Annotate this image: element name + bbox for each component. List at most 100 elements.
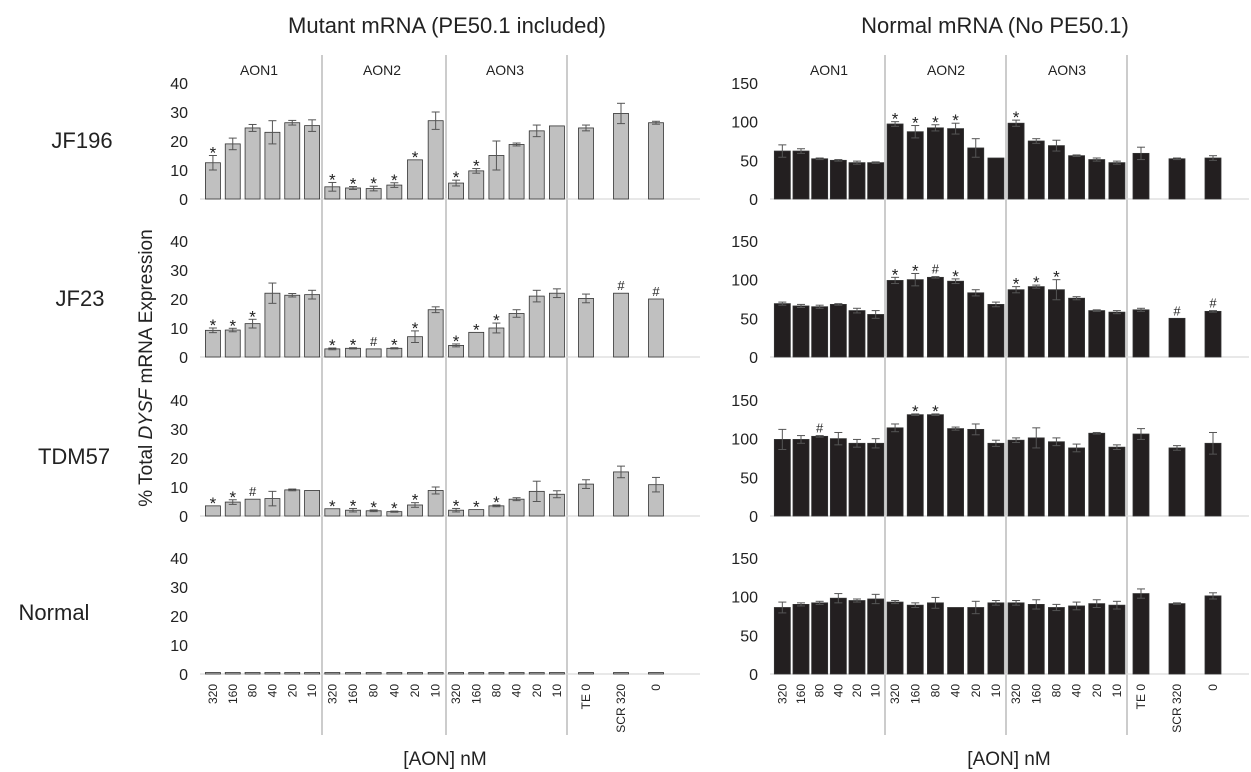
significance-hash: # xyxy=(1209,296,1217,311)
normal-bar xyxy=(829,159,847,200)
significance-asterisk: * xyxy=(391,171,398,190)
normal-row-jf196: 0 50 100 150 * * * * * xyxy=(731,76,1249,209)
normal-group-label: AON3 xyxy=(1048,62,1086,78)
row-label-normal: Normal xyxy=(19,600,90,625)
mutant-bar xyxy=(578,672,594,675)
normal-x-tick-label: 40 xyxy=(949,684,963,698)
normal-x-tick-label: 20 xyxy=(1090,684,1104,698)
normal-bar xyxy=(1204,157,1222,200)
mutant-bar xyxy=(244,498,261,517)
mutant-bar xyxy=(468,331,485,358)
mutant-y-tick-label: 40 xyxy=(170,234,188,251)
normal-control-tick-label: TE 0 xyxy=(1134,684,1148,710)
normal-control-tick-label: SCR 320 xyxy=(1170,684,1184,733)
mutant-bar xyxy=(613,113,629,200)
normal-bar xyxy=(1048,441,1065,517)
significance-asterisk: * xyxy=(952,111,959,130)
normal-group-label: AON2 xyxy=(927,62,965,78)
mutant-y-tick-label: 30 xyxy=(170,422,188,439)
mutant-bar xyxy=(648,122,664,200)
normal-y-tick-label: 50 xyxy=(740,311,758,328)
significance-asterisk: * xyxy=(892,265,899,284)
mutant-bar xyxy=(407,159,423,200)
normal-bar xyxy=(987,157,1005,200)
mutant-bar xyxy=(407,672,423,675)
normal-x-tick-label: 80 xyxy=(813,684,827,698)
normal-y-tick-label: 150 xyxy=(731,76,758,93)
mutant-bar xyxy=(528,672,545,675)
mutant-bar xyxy=(304,294,320,358)
mutant-row-tdm57: 0 10 20 30 40 * * # * * * * * * * * xyxy=(170,393,700,526)
normal-bar xyxy=(1108,311,1126,358)
mutant-x-tick-label: 20 xyxy=(530,684,544,698)
normal-bar xyxy=(1108,604,1126,675)
normal-y-tick-label: 150 xyxy=(731,393,758,410)
normal-bar xyxy=(947,607,964,675)
normal-bar xyxy=(967,428,985,517)
mutant-bar xyxy=(508,498,525,517)
normal-bar xyxy=(829,597,847,675)
significance-asterisk: * xyxy=(412,491,419,510)
y-axis-title-prefix: % Total xyxy=(136,439,157,506)
significance-asterisk: * xyxy=(210,494,217,513)
y-axis-title-italic: DYSF xyxy=(136,387,157,439)
mutant-x-tick-label: 10 xyxy=(305,684,319,698)
normal-bar xyxy=(927,602,944,675)
mutant-bar xyxy=(578,298,594,358)
mutant-y-tick-label: 30 xyxy=(170,263,188,280)
normal-x-tick-label: 40 xyxy=(831,684,845,698)
normal-y-tick-label: 0 xyxy=(749,192,758,209)
normal-y-tick-label: 150 xyxy=(731,551,758,568)
mutant-row-normal: 0 10 20 30 40 xyxy=(170,551,700,684)
significance-asterisk: * xyxy=(350,175,357,194)
mutant-x-tick-label: 80 xyxy=(489,684,503,698)
normal-bar xyxy=(1088,310,1106,358)
normal-bar xyxy=(1027,140,1045,200)
normal-bar xyxy=(1027,437,1045,517)
mutant-y-tick-label: 0 xyxy=(179,350,188,367)
mutant-y-tick-label: 10 xyxy=(170,480,188,497)
normal-bar xyxy=(848,162,866,200)
normal-control-tick-label: 0 xyxy=(1206,684,1220,691)
mutant-y-tick-label: 40 xyxy=(170,393,188,410)
mutant-bar xyxy=(224,143,241,200)
normal-row-normal: 0 50 100 150 xyxy=(731,551,1249,684)
mutant-bar xyxy=(648,298,664,358)
left-title: Mutant mRNA (PE50.1 included) xyxy=(288,13,606,38)
mutant-y-tick-label: 10 xyxy=(170,163,188,180)
normal-x-tick-label: 80 xyxy=(1049,684,1063,698)
normal-bar xyxy=(792,439,810,517)
mutant-x-tick-label: 20 xyxy=(408,684,422,698)
normal-x-tick-label: 40 xyxy=(1070,684,1084,698)
significance-asterisk: * xyxy=(453,496,460,515)
normal-x-tick-label: 10 xyxy=(1110,684,1124,698)
significance-hash: # xyxy=(932,262,940,277)
normal-bar xyxy=(1132,152,1150,200)
normal-bar xyxy=(1048,145,1065,200)
mutant-control-tick-label: 0 xyxy=(649,684,663,691)
mutant-bar xyxy=(613,471,629,517)
significance-asterisk: * xyxy=(892,110,899,129)
mutant-y-tick-label: 20 xyxy=(170,451,188,468)
mutant-bar xyxy=(284,122,301,200)
normal-bar xyxy=(1132,593,1150,675)
normal-x-tick-label: 160 xyxy=(794,684,808,704)
mutant-bar xyxy=(427,120,444,200)
mutant-group-label: AON2 xyxy=(363,62,401,78)
mutant-bar xyxy=(264,672,281,675)
mutant-bar xyxy=(549,672,565,675)
normal-y-tick-label: 100 xyxy=(731,432,758,449)
significance-asterisk: * xyxy=(952,267,959,286)
row-label-jf196: JF196 xyxy=(51,128,112,153)
significance-hash: # xyxy=(370,334,378,349)
mutant-bar xyxy=(468,672,485,675)
normal-x-tick-label: 80 xyxy=(928,684,942,698)
mutant-y-tick-label: 30 xyxy=(170,105,188,122)
mutant-bar xyxy=(613,292,629,358)
mutant-y-tick-label: 40 xyxy=(170,551,188,568)
mutant-bar xyxy=(205,505,221,517)
significance-asterisk: * xyxy=(329,497,336,516)
mutant-control-tick-label: TE 0 xyxy=(579,684,593,710)
significance-asterisk: * xyxy=(350,496,357,515)
mutant-bar xyxy=(324,672,341,675)
